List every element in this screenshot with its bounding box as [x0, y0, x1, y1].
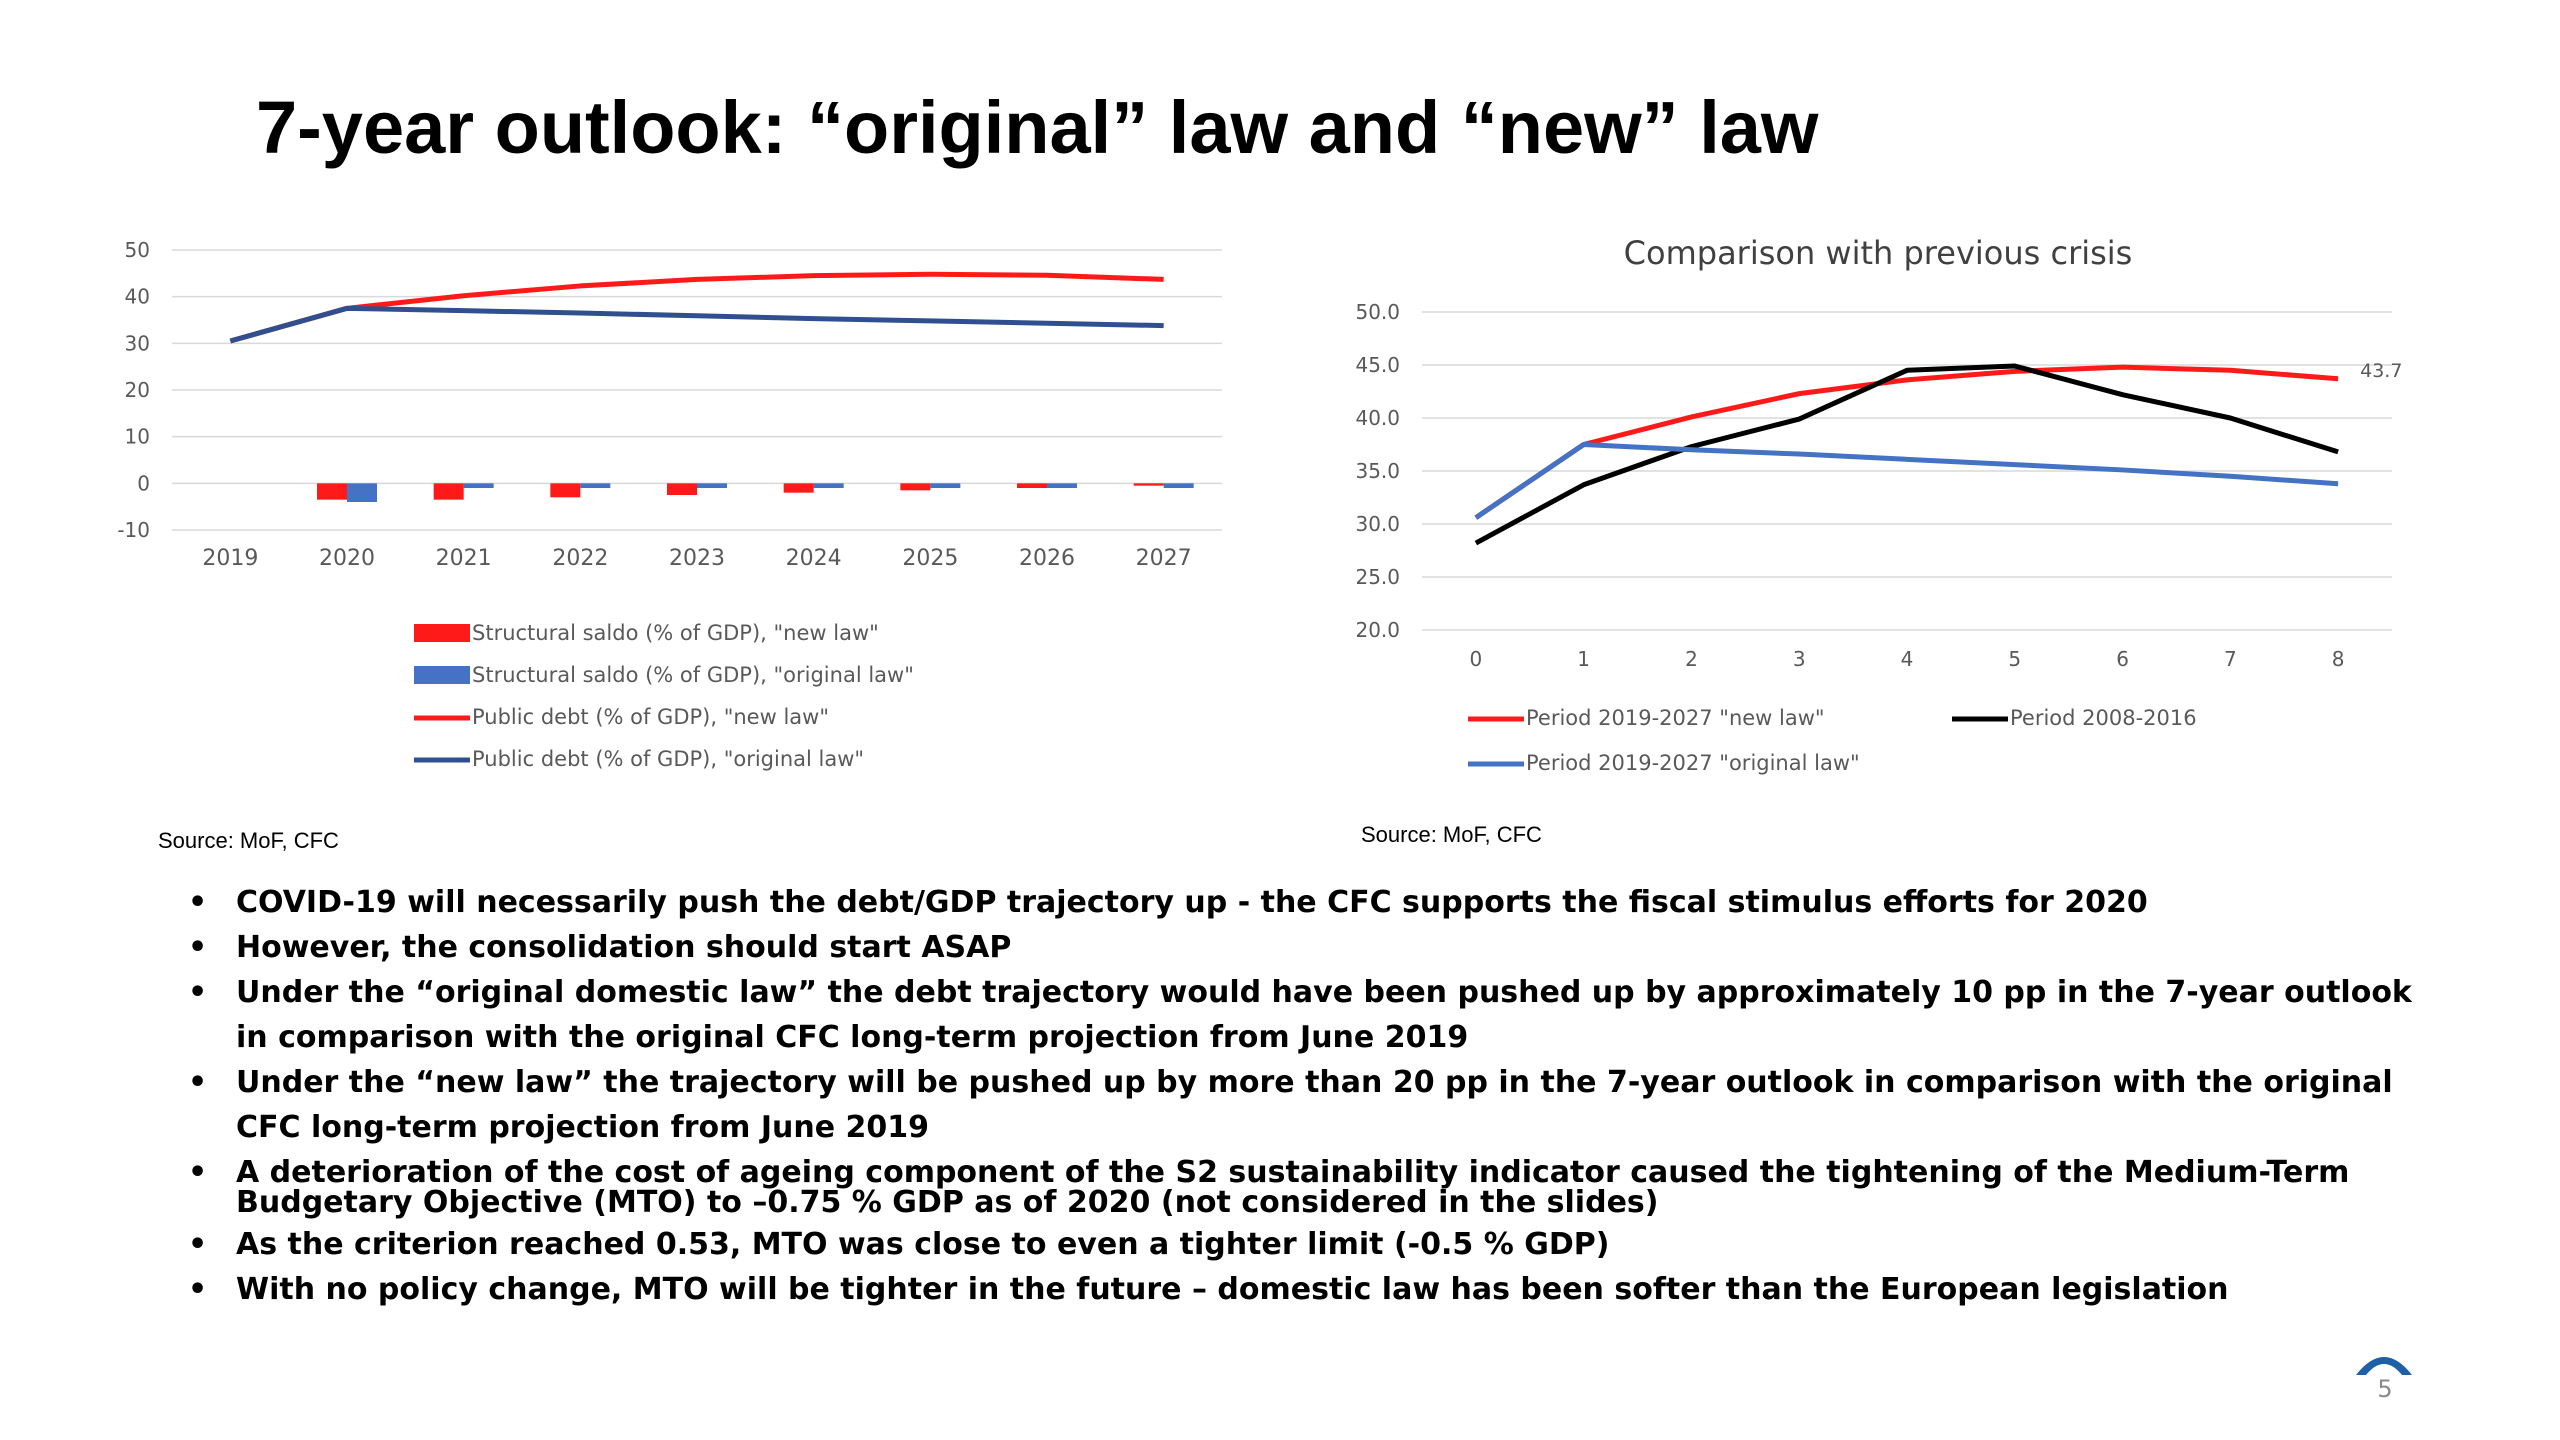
- legend-label: Structural saldo (% of GDP), "original l…: [472, 663, 914, 687]
- x-tick-label: 6: [2116, 647, 2129, 671]
- legend-label: Period 2019-2027 "new law": [1526, 706, 1825, 730]
- x-tick-label: 2021: [436, 546, 492, 571]
- legend-label: Period 2008-2016: [2010, 706, 2197, 730]
- legend-label: Structural saldo (% of GDP), "new law": [472, 621, 879, 645]
- legend-label: Public debt (% of GDP), "original law": [472, 747, 864, 771]
- bar: [463, 483, 494, 488]
- bar: [813, 483, 844, 488]
- bar: [433, 483, 464, 500]
- y-tick-label: 20.0: [1355, 618, 1400, 642]
- y-tick-label: 10: [125, 425, 150, 449]
- y-tick-label: 40.0: [1355, 406, 1400, 430]
- y-tick-label: 50: [125, 238, 150, 262]
- bullet-item: Under the “original domestic law” the de…: [178, 970, 2428, 1060]
- x-tick-label: 2019: [202, 546, 258, 571]
- bar: [900, 483, 931, 491]
- logo-icon: [2356, 1357, 2412, 1375]
- bullet-item: As the criterion reached 0.53, MTO was c…: [178, 1222, 2428, 1267]
- x-tick-label: 3: [1793, 647, 1806, 671]
- x-tick-label: 4: [1901, 647, 1914, 671]
- x-tick-label: 2: [1685, 647, 1698, 671]
- series-line: [1474, 363, 2339, 546]
- chart2-source: Source: MoF, CFC: [1361, 822, 1542, 847]
- y-tick-label: 30: [125, 331, 150, 355]
- bar: [930, 483, 961, 488]
- bar: [1163, 483, 1194, 488]
- x-tick-label: 1: [1577, 647, 1590, 671]
- x-tick-label: 2023: [669, 546, 725, 571]
- bar: [347, 483, 377, 502]
- page-number: 5: [2377, 1375, 2393, 1403]
- crisis-comparison-chart: Comparison with previous crisis 50.0 45.0 4…: [1355, 234, 2402, 775]
- bar: [1017, 483, 1047, 488]
- y-tick-label: 0: [137, 471, 150, 495]
- slide-title: 7-year outlook: “original” law and “new”…: [256, 86, 1819, 169]
- legend-swatch: [414, 666, 470, 684]
- series-line: [229, 271, 1164, 344]
- bullet-item: A deterioration of the cost of ageing co…: [178, 1158, 2428, 1218]
- bar: [1047, 483, 1077, 488]
- bullet-item: Under the “new law” the trajectory will …: [178, 1060, 2428, 1150]
- chart1-source: Source: MoF, CFC: [158, 828, 339, 853]
- x-tick-label: 5: [2008, 647, 2021, 671]
- y-tick-label: 30.0: [1355, 512, 1400, 536]
- x-tick-label: 2027: [1136, 546, 1192, 571]
- y-tick-label: 45.0: [1355, 353, 1400, 377]
- debt-outlook-chart: 50 40 30 20 10 0 -10 2019 2020 2021 2022 2023 2024 20…: [117, 238, 1222, 771]
- x-tick-label: 2020: [319, 546, 375, 571]
- bar: [667, 483, 697, 495]
- legend-label: Public debt (% of GDP), "new law": [472, 705, 829, 729]
- bullet-item: With no policy change, MTO will be tight…: [178, 1267, 2428, 1312]
- bullet-list: COVID-19 will necessarily push the debt/…: [178, 880, 2428, 1312]
- y-tick-label: 25.0: [1355, 565, 1400, 589]
- x-tick-label: 0: [1470, 647, 1483, 671]
- x-tick-label: 7: [2224, 647, 2237, 671]
- y-tick-label: 20: [125, 378, 150, 402]
- y-tick-label: 40: [125, 285, 150, 309]
- legend-label: Period 2019-2027 "original law": [1526, 751, 1860, 775]
- bar: [580, 483, 611, 488]
- series-line: [1474, 364, 2339, 520]
- bar: [317, 483, 347, 500]
- y-tick-label: -10: [117, 518, 150, 542]
- bullet-item: COVID-19 will necessarily push the debt/…: [178, 880, 2428, 925]
- chart-title: Comparison with previous crisis: [1624, 234, 2133, 272]
- bar: [550, 483, 581, 498]
- bullet-item: However, the consolidation should start …: [178, 925, 2428, 970]
- x-tick-label: 8: [2332, 647, 2345, 671]
- x-tick-label: 2024: [786, 546, 842, 571]
- x-tick-label: 2026: [1019, 546, 1075, 571]
- y-tick-label: 50.0: [1355, 300, 1400, 324]
- bar: [697, 483, 727, 488]
- series-line: [229, 305, 1164, 344]
- legend-swatch: [414, 624, 470, 642]
- bar: [1133, 483, 1164, 486]
- x-tick-label: 2025: [902, 546, 958, 571]
- x-tick-label: 2022: [552, 546, 608, 571]
- y-tick-label: 35.0: [1355, 459, 1400, 483]
- data-label: 43.7: [2360, 360, 2402, 382]
- bar: [783, 483, 814, 493]
- series-line: [1474, 442, 2339, 520]
